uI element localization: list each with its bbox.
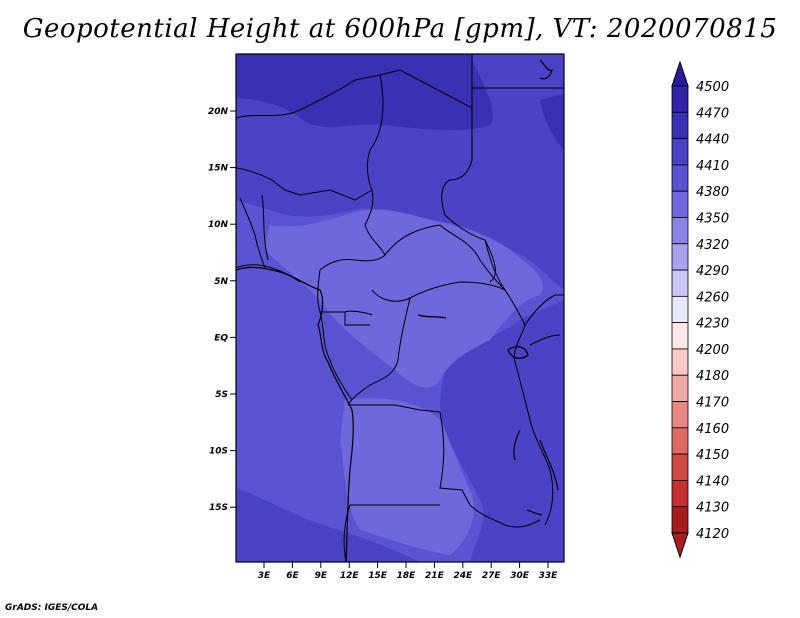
coastline: [236, 59, 559, 562]
lat-label-5s: 5S: [215, 390, 228, 400]
lat-label-20n: 20N: [208, 107, 229, 117]
colorbar-label-4440: 4440: [696, 133, 729, 148]
credit-text: GrADS: IGES/COLA: [5, 603, 99, 613]
colorbar: 4500 4470 4440 4410 4380 4350 4320 4290 4260 4230…: [671, 60, 729, 559]
colorbar-swatch: [671, 295, 689, 324]
colorbar-swatch: [671, 453, 689, 481]
lon-label-27e: 27E: [482, 571, 502, 581]
lat-label-10n: 10N: [208, 220, 229, 230]
colorbar-swatch: [671, 243, 689, 271]
height-field-4410-se: [440, 300, 564, 562]
colorbar-label-4150: 4150: [696, 448, 729, 463]
colorbar-swatch: [671, 190, 689, 218]
colorbar-label-4180: 4180: [696, 369, 729, 384]
colorbar-label-4410: 4410: [696, 159, 729, 174]
lat-label-5n: 5N: [214, 277, 228, 287]
colorbar-top-arrow: [671, 60, 689, 87]
colorbar-swatch: [671, 111, 689, 139]
height-field-4350-center: [265, 209, 544, 388]
lon-label-15e: 15E: [368, 571, 388, 581]
colorbar-label-4200: 4200: [696, 343, 729, 358]
colorbar-label-4380: 4380: [696, 185, 729, 200]
colorbar-swatch: [671, 322, 689, 350]
colorbar-swatch: [671, 401, 689, 429]
colorbar-swatch: [671, 506, 689, 534]
latitude-axis: 20N 15N 10N 5N EQ 5S 10S 15S: [208, 107, 236, 513]
colorbar-label-4260: 4260: [696, 290, 729, 305]
lon-label-33e: 33E: [539, 571, 559, 581]
lat-label-eq: EQ: [214, 333, 228, 343]
lon-label-30e: 30E: [510, 571, 530, 581]
longitude-axis: 3E 6E 9E 12E 15E 18E 21E 24E 27E 30E 33E: [258, 562, 558, 581]
lat-label-15s: 15S: [209, 503, 228, 513]
lon-label-21e: 21E: [425, 571, 445, 581]
colorbar-bottom-arrow: [671, 532, 689, 559]
map-panel: [235, 53, 565, 563]
lat-label-10s: 10S: [209, 447, 228, 457]
map-frame: [235, 53, 565, 563]
lon-label-9e: 9E: [315, 571, 328, 581]
colorbar-swatch: [671, 427, 689, 455]
colorbar-label-4160: 4160: [696, 422, 729, 437]
colorbar-label-4140: 4140: [696, 474, 729, 489]
colorbar-swatch: [671, 164, 689, 192]
colorbar-swatch: [671, 480, 689, 508]
country-borders: [236, 54, 564, 562]
lon-label-24e: 24E: [453, 571, 473, 581]
colorbar-label-4230: 4230: [696, 317, 729, 332]
height-field-4410-sw: [236, 488, 420, 562]
map-title: Geopotential Height at 600hPa [gpm], VT:…: [22, 14, 778, 44]
colorbar-swatch: [671, 348, 689, 376]
lon-label-3e: 3E: [258, 571, 271, 581]
lon-label-6e: 6E: [286, 571, 299, 581]
colorbar-label-4290: 4290: [696, 264, 729, 279]
colorbar-swatch: [671, 138, 689, 166]
lon-label-12e: 12E: [340, 571, 360, 581]
colorbar-label-4470: 4470: [696, 106, 729, 121]
colorbar-swatch: [671, 85, 689, 113]
colorbar-label-4320: 4320: [696, 238, 729, 253]
lat-label-15n: 15N: [208, 164, 229, 174]
colorbar-label-4130: 4130: [696, 501, 729, 516]
colorbar-swatch: [671, 374, 689, 402]
colorbar-swatch: [671, 217, 689, 245]
colorbar-label-4120: 4120: [696, 527, 729, 542]
height-field-4440-ne: [540, 95, 564, 150]
height-field-4440-north: [236, 54, 493, 131]
lon-label-18e: 18E: [397, 571, 417, 581]
colorbar-label-4500: 4500: [696, 80, 729, 95]
colorbar-label-4170: 4170: [696, 396, 729, 411]
colorbar-label-4350: 4350: [696, 211, 729, 226]
colorbar-swatch: [671, 269, 689, 297]
height-field-4350-south: [340, 398, 474, 555]
